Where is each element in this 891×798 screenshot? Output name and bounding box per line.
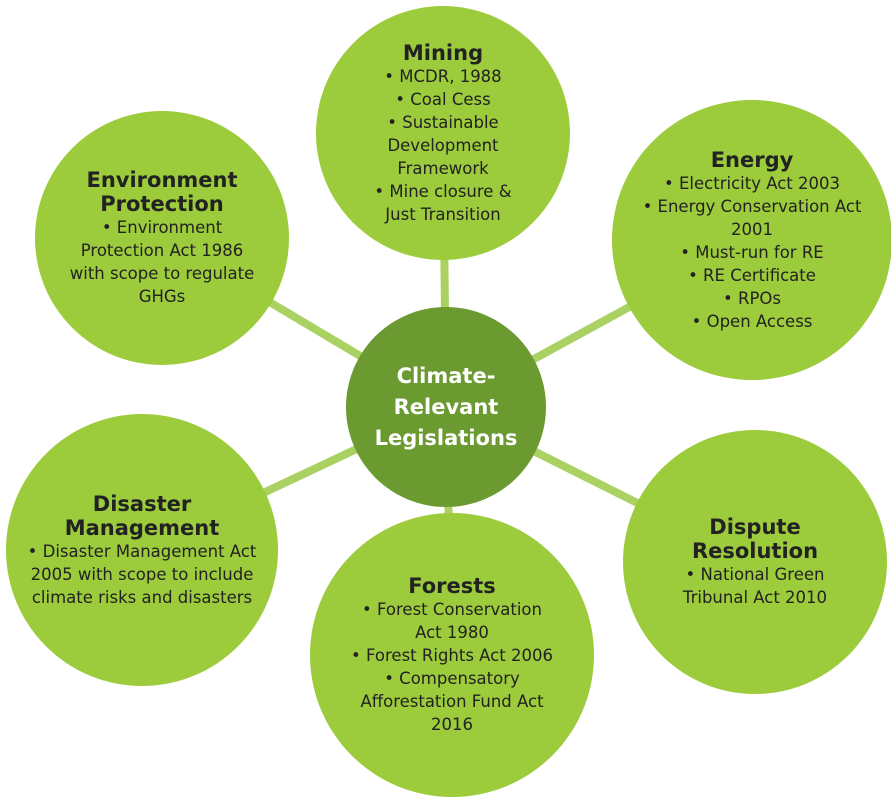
node-title: Disaster Management — [64, 491, 220, 540]
node-title: Dispute Resolution — [691, 515, 819, 563]
node-item: • Forest Rights Act 2006 — [351, 646, 553, 665]
node-title: Energy — [710, 147, 794, 172]
node-text: Disaster Management • Disaster Management… — [22, 492, 262, 609]
node-circle: Mining • MCDR, 1988 • Coal Cess • Sustainab… — [316, 6, 570, 260]
node-item: • RE Certificate — [688, 265, 816, 285]
node-text: Energy • Electricity Act 2003 • Energy Con… — [637, 148, 867, 333]
node-title: Environment Protection — [86, 168, 238, 216]
node-circle: Energy • Electricity Act 2003 • Energy Con… — [612, 100, 891, 380]
node-item: • RPOs — [723, 288, 781, 308]
node-title: Mining — [402, 40, 484, 65]
node-item: • Must-run for RE — [680, 242, 824, 262]
node-text: Environment Protection • Environment Prot… — [62, 168, 262, 308]
node-item: • Disaster Management Act 2005 with scop… — [27, 541, 257, 607]
node-item: • Coal Cess — [395, 89, 491, 109]
node-item: • Compensatory Afforestation Fund Act 20… — [360, 669, 544, 734]
node-text: Mining • MCDR, 1988 • Coal Cess • Sustainab… — [368, 41, 518, 226]
node-item: • Sustainable Development Framework — [387, 112, 499, 178]
node-item: • Mine closure & Just Transition — [374, 181, 512, 224]
node-item: • National Green Tribunal Act 2010 — [682, 565, 828, 607]
node-item: • Environment Protection Act 1986 with s… — [69, 218, 255, 306]
node-circle: Environment Protection • Environment Prot… — [35, 111, 289, 365]
node-circle: Forests • Forest Conservation Act 1980 • F… — [310, 513, 594, 797]
node-item: • MCDR, 1988 — [384, 66, 502, 86]
node-title: Forests — [408, 574, 496, 598]
center-circle: Climate-Relevant Legislations — [346, 307, 546, 507]
node-text: Forests • Forest Conservation Act 1980 • F… — [347, 574, 557, 736]
node-text: Dispute Resolution • National Green Tribu… — [660, 515, 850, 609]
node-item: • Open Access — [691, 311, 813, 331]
node-circle: Disaster Management • Disaster Management… — [6, 414, 278, 686]
node-item: • Energy Conservation Act 2001 — [642, 196, 862, 239]
center-label: Climate-Relevant Legislations — [374, 363, 518, 450]
node-item: • Forest Conservation Act 1980 — [362, 600, 542, 642]
node-circle: Dispute Resolution • National Green Tribu… — [623, 430, 887, 694]
node-item: • Electricity Act 2003 — [664, 173, 840, 193]
